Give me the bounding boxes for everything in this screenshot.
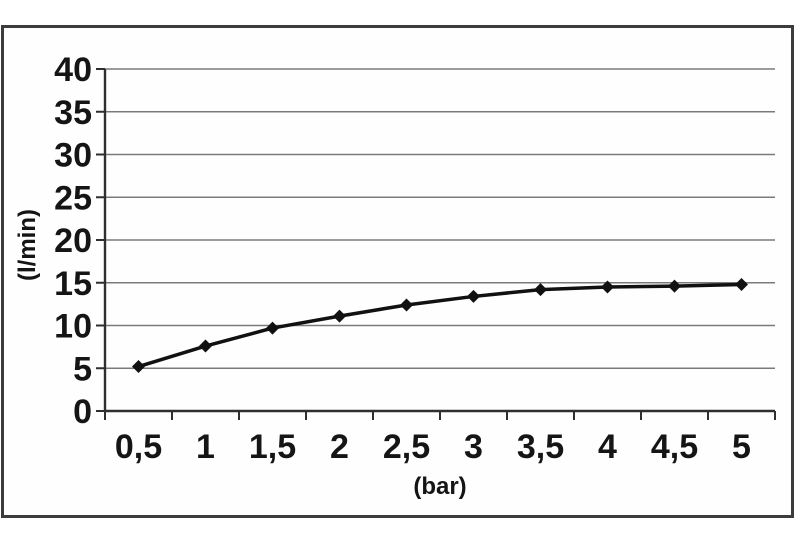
data-point-3 xyxy=(266,321,279,335)
y-tick-label-25: 25 xyxy=(54,179,92,217)
y-axis-title: (l/min) xyxy=(14,209,41,281)
y-tick-label-0: 0 xyxy=(73,393,92,431)
data-point-7 xyxy=(534,283,547,297)
x-tick-label-1: 0,5 xyxy=(115,428,162,466)
x-tick-label-5: 2,5 xyxy=(383,428,430,466)
y-tick-label-30: 30 xyxy=(54,137,92,175)
chart-frame xyxy=(1,25,794,518)
y-tick-label-35: 35 xyxy=(54,94,92,132)
x-tick-label-7: 3,5 xyxy=(517,428,564,466)
x-tick-label-2: 1 xyxy=(196,428,215,466)
y-tick-label-5: 5 xyxy=(73,350,92,388)
data-point-4 xyxy=(333,309,346,323)
data-point-5 xyxy=(400,298,413,312)
x-tick-label-10: 5 xyxy=(732,428,751,466)
x-tick-label-4: 2 xyxy=(330,428,349,466)
x-tick-label-3: 1,5 xyxy=(249,428,296,466)
data-point-10 xyxy=(735,277,748,291)
x-axis-title: (bar) xyxy=(413,473,467,500)
y-tick-label-10: 10 xyxy=(54,308,92,346)
y-tick-label-15: 15 xyxy=(54,265,92,303)
data-point-9 xyxy=(668,279,681,293)
x-tick-label-6: 3 xyxy=(464,428,483,466)
x-tick-label-9: 4,5 xyxy=(651,428,698,466)
data-point-8 xyxy=(601,280,614,294)
data-point-2 xyxy=(199,339,212,353)
x-tick-label-8: 4 xyxy=(598,428,617,466)
data-point-6 xyxy=(467,289,480,303)
data-point-1 xyxy=(132,360,145,374)
y-tick-label-40: 40 xyxy=(54,51,92,89)
series-line-flow-rate-curve xyxy=(136,282,744,369)
y-tick-label-20: 20 xyxy=(54,222,92,260)
